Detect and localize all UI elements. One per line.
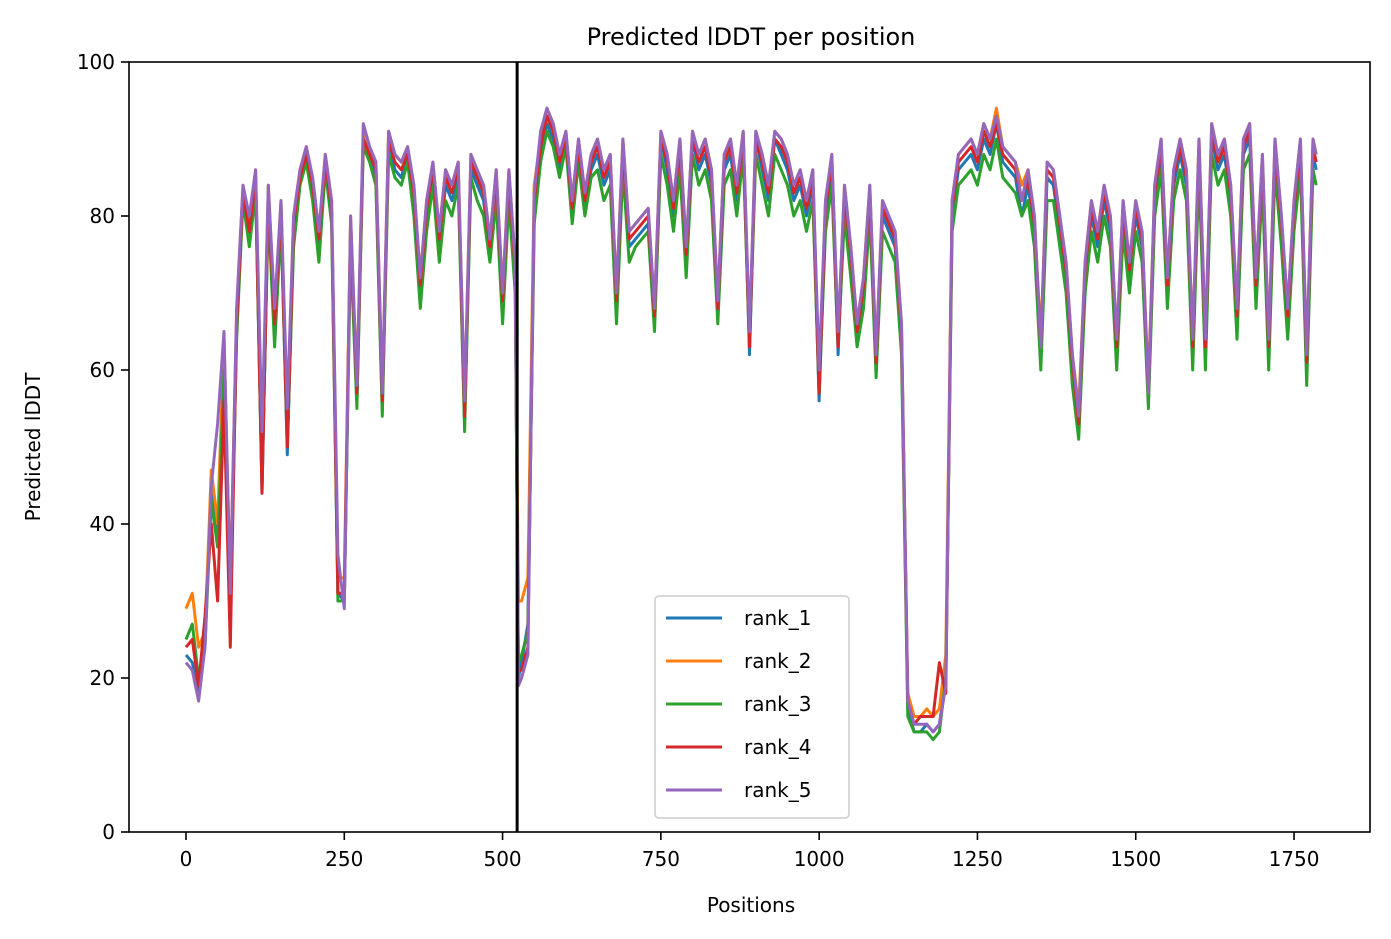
x-tick-label: 1500: [1110, 847, 1161, 871]
legend-label-rank_5: rank_5: [744, 778, 811, 802]
x-tick-label: 250: [325, 847, 363, 871]
plot-frame: [128, 61, 1371, 833]
y-tick-label: 60: [90, 358, 115, 382]
x-axis-label: Positions: [707, 893, 795, 917]
legend-label-rank_1: rank_1: [744, 606, 811, 630]
y-tick-label: 20: [90, 666, 115, 690]
x-tick-label: 1000: [794, 847, 845, 871]
legend-label-rank_2: rank_2: [744, 649, 811, 673]
x-tick-label: 750: [642, 847, 680, 871]
y-axis-label: Predicted lDDT: [21, 372, 45, 522]
x-tick-label: 1750: [1269, 847, 1320, 871]
series-layer: [184, 106, 1318, 742]
x-tick-label: 0: [180, 847, 193, 871]
legend-box: [654, 595, 850, 819]
y-axis: 0 20 40 60 80 100: [77, 50, 129, 844]
legend-label-rank_4: rank_4: [744, 735, 811, 759]
y-tick-label: 0: [102, 820, 115, 844]
y-tick-label: 80: [90, 204, 115, 228]
x-tick-label: 500: [483, 847, 521, 871]
y-tick-label: 40: [90, 512, 115, 536]
x-tick-label: 1250: [952, 847, 1003, 871]
legend: rank_1 rank_2 rank_3 rank_4 rank_5: [654, 595, 850, 819]
legend-label-rank_3: rank_3: [744, 692, 811, 716]
series-line-rank_5: [184, 106, 1318, 734]
chart-title: Predicted lDDT per position: [587, 23, 916, 51]
x-axis: 0 250 500 750 1000 1250 1500 1750: [180, 832, 1320, 871]
y-tick-label: 100: [77, 50, 115, 74]
